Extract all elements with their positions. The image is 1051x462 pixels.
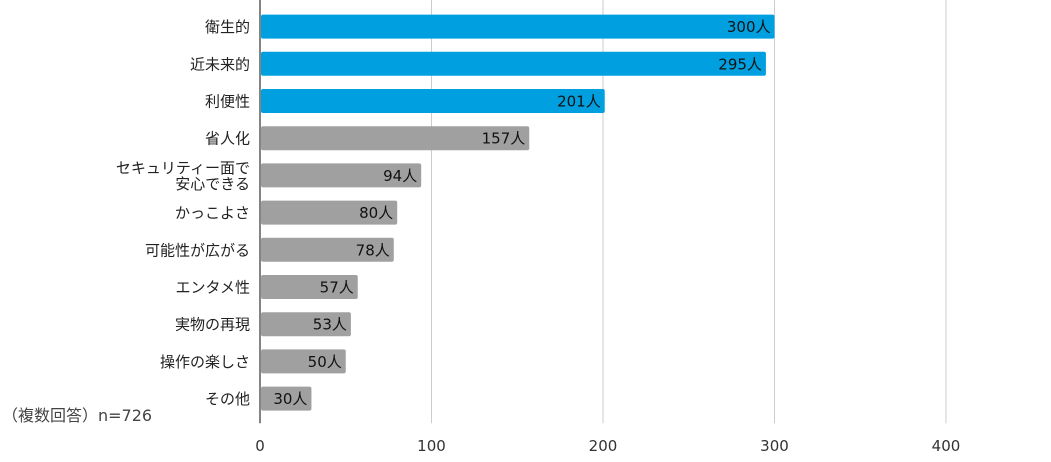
category-label-line: 近未来的 [190,55,250,73]
category-label-line: 可能性が広がる [145,241,250,259]
category-label-line: 衛生的 [205,18,250,36]
bar [261,349,346,374]
bar [261,14,775,39]
data-label: 80人 [359,204,393,222]
category-label-line: 操作の楽しさ [160,353,250,371]
category-label-line: エンタメ性 [175,279,250,297]
category-labels: 衛生的近未来的利便性省人化セキュリティー面で安心できるかっこよさ可能性が広がるエ… [116,18,250,408]
category-label: 省人化 [205,130,250,148]
bar [261,200,398,225]
data-label: 157人 [482,130,526,148]
bar [261,386,312,411]
data-label: 94人 [383,167,417,185]
sample-note: （複数回答）n=726 [2,406,153,425]
data-label: 30人 [273,390,307,408]
category-label-line: 実物の再現 [175,316,250,334]
x-tick-labels: 0 100 200 300 400 [255,437,960,455]
category-label: セキュリティー面で安心できる [116,159,250,193]
category-label-line: 利便性 [205,93,250,111]
category-label: 衛生的 [205,18,250,36]
category-label-line: その他 [205,390,250,408]
x-tick-label: 400 [932,437,961,455]
data-label: 295人 [718,55,762,73]
category-label: 近未来的 [190,55,250,73]
data-label: 201人 [557,93,601,111]
bar [261,163,422,188]
category-label: かっこよさ [175,204,250,222]
x-tick-label: 300 [760,437,789,455]
x-tick-label: 0 [255,437,265,455]
category-label: その他 [205,390,250,408]
category-label-line: セキュリティー面で [116,159,250,177]
category-label: 操作の楽しさ [160,353,250,371]
category-label-line: 省人化 [205,130,250,148]
data-label: 50人 [308,353,342,371]
data-label: 300人 [727,18,771,36]
category-label: 可能性が広がる [145,241,250,259]
category-label: 利便性 [205,93,250,111]
data-labels: 300人 295人 201人 157人 94人 80人 78人 57人 53人 50人 30人 [273,18,770,408]
x-tick-label: 200 [589,437,618,455]
category-label-line: かっこよさ [175,204,250,222]
data-label: 53人 [313,316,347,334]
bar [261,126,530,151]
bar [261,51,766,76]
category-label: 実物の再現 [175,316,250,334]
bar [261,89,605,113]
data-label: 57人 [320,279,354,297]
category-label-line: 安心できる [175,175,250,193]
bar [261,312,351,337]
data-label: 78人 [356,241,390,259]
bar [261,237,394,262]
bar [261,275,358,299]
category-label: エンタメ性 [175,279,250,297]
bars [261,14,775,411]
x-tick-label: 100 [417,437,446,455]
